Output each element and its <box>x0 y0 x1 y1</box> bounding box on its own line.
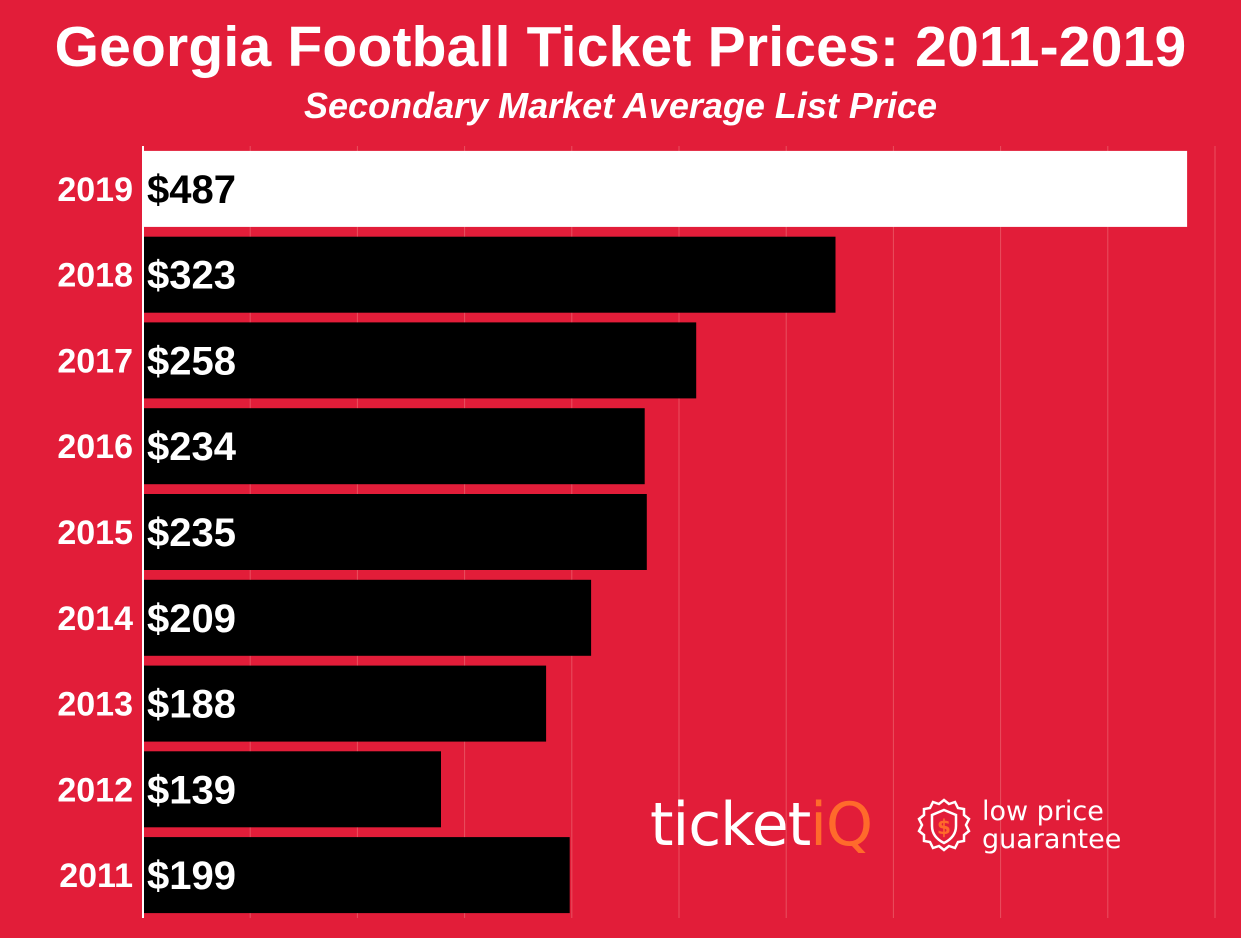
bar-2016 <box>143 408 645 485</box>
chart-title: Georgia Football Ticket Prices: 2011-201… <box>54 15 1187 79</box>
bar-value-labels: $487 $323 $258 $234 $235 $209 $188 $139 $199 <box>147 168 237 898</box>
bar-value-label-2014: $209 <box>147 597 236 641</box>
bar-value-label-2017: $258 <box>147 339 236 383</box>
ticketiq-wordmark: ticketiQ <box>650 790 873 860</box>
bar-2015 <box>143 494 647 570</box>
tagline-line1: low price <box>982 796 1104 827</box>
bar-value-label-2019: $487 <box>147 168 236 212</box>
year-label-2015: 2015 <box>57 514 133 552</box>
bar-2014 <box>143 579 592 656</box>
bar-2012 <box>143 751 441 828</box>
chart-subtitle: Secondary Market Average List Price <box>304 85 937 126</box>
bar-2019 <box>143 150 1188 227</box>
year-label-2012: 2012 <box>57 771 133 809</box>
bar-value-label-2018: $323 <box>147 254 236 298</box>
year-label-2011: 2011 <box>59 857 133 895</box>
bar-value-label-2012: $139 <box>147 768 236 812</box>
bar-value-label-2011: $199 <box>147 854 236 898</box>
year-label-2018: 2018 <box>57 257 133 295</box>
tagline-line2: guarantee <box>982 824 1122 855</box>
logo-word-main: ticket <box>650 790 811 860</box>
bars <box>143 150 1188 914</box>
logo-tagline: low price guarantee <box>982 798 1121 854</box>
logo-word-accent: iQ <box>810 790 873 860</box>
shield-dollar-icon: $ <box>917 798 971 852</box>
ticketiq-logo: ticketiQ $ low price guarantee <box>650 790 1150 860</box>
year-label-2013: 2013 <box>57 686 133 724</box>
bar-value-label-2015: $235 <box>147 511 236 555</box>
bar-value-label-2013: $188 <box>147 683 236 727</box>
year-label-2014: 2014 <box>57 600 133 638</box>
bar-2013 <box>143 665 547 742</box>
year-label-2017: 2017 <box>57 342 133 380</box>
bar-2017 <box>143 322 697 399</box>
bar-value-label-2016: $234 <box>147 425 237 469</box>
svg-text:$: $ <box>937 815 951 839</box>
year-label-2016: 2016 <box>57 428 133 466</box>
bar-2011 <box>143 837 570 914</box>
year-label-2019: 2019 <box>57 171 133 209</box>
bar-2018 <box>143 236 836 313</box>
year-axis-labels: 2019 2018 2017 2016 2015 2014 2013 2012 2011 <box>57 171 133 895</box>
